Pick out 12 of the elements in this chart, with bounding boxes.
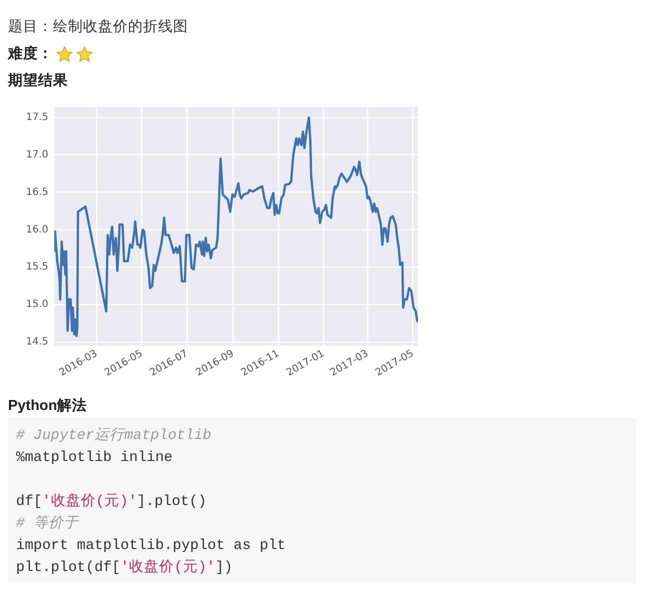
y-tick-label: 17.0 <box>26 149 48 160</box>
y-tick-label: 15.5 <box>26 262 48 273</box>
chart-subtitle: 难度： <box>8 45 53 63</box>
y-tick-label: 15.0 <box>26 299 48 310</box>
text: # Jupyter运行matplotlib %matplotlib inline df['收盘价(元)'].plot() # 等价于 import matplotlib.pyplot as plt plt.plot(df['收盘价(元)']) <box>16 428 286 576</box>
y-tick-label: 16.0 <box>26 224 48 236</box>
y-tick-label: 14.5 <box>26 336 48 348</box>
y-tick-label: 16.5 <box>26 186 48 198</box>
y-tick-label: 17.5 <box>26 112 48 124</box>
chart-title: 题目：绘制收盘价的折线图 <box>8 18 188 36</box>
text: 期望结果 <box>8 72 68 90</box>
text: Python解法 <box>8 397 88 415</box>
